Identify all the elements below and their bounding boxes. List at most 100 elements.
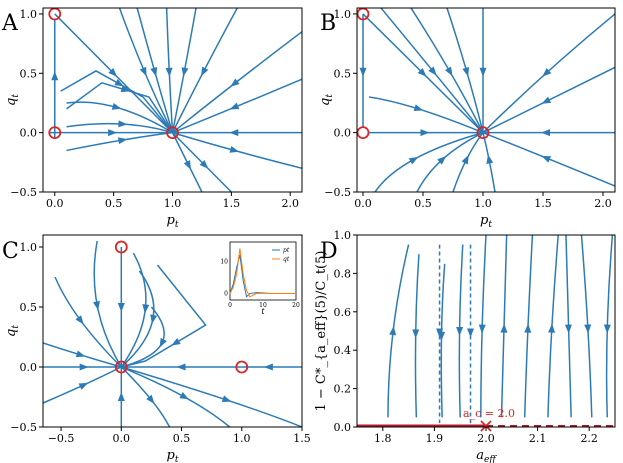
axes-frame — [356, 7, 616, 193]
flow-arrow — [78, 382, 89, 390]
flow-arrow — [413, 104, 424, 112]
panel-D: Da_c = 2.0 1.8 1.9 2.0 2.1 2.2 0.0 0.2 0.4 0.6 0.8… — [314, 229, 616, 463]
flow-arrow — [437, 156, 447, 165]
flow-arrow — [79, 363, 89, 371]
flow-arrow — [117, 392, 125, 401]
flow-arrow — [461, 154, 469, 165]
fixed-point-marker — [48, 126, 62, 140]
fixed-point-marker — [235, 360, 249, 374]
flow-arrow — [199, 159, 209, 169]
flow-arrow — [165, 67, 173, 77]
flow-arrow — [541, 96, 552, 104]
y-tick-label: 0.4 — [334, 344, 352, 357]
flow-arrow — [542, 68, 552, 77]
flow-arrow — [230, 78, 240, 87]
y-tick-label: 0.0 — [334, 127, 352, 140]
y-axis-label: 1 − C*_{a_eff}(5)/C_t(5) — [314, 251, 329, 412]
x-axis-label: pt — [167, 448, 179, 463]
streamline — [120, 270, 155, 368]
panel-A: A 0.0 0.5 1.0 1.5 2.0 −0.5 0.0 0.5 1.0 pt qt — [1, 7, 303, 230]
axes-frame — [42, 7, 303, 193]
flow-arrow — [108, 129, 118, 137]
flow-arrow — [150, 314, 158, 324]
y-tick-label: 0.6 — [334, 306, 352, 319]
streamline — [120, 366, 171, 427]
x-tick-label: 2.1 — [529, 432, 547, 445]
flow-arrow — [486, 154, 494, 164]
flow-arrow — [420, 129, 430, 137]
x-axis-label: pt — [480, 213, 492, 230]
flow-arrow — [436, 328, 444, 338]
y-tick-label: 0.0 — [20, 361, 38, 374]
inset-legend-label: qt — [283, 256, 290, 263]
y-tick-label: 0.2 — [334, 383, 352, 396]
flow-arrow — [541, 155, 552, 163]
flow-arrow — [584, 324, 592, 334]
panel-label: B — [320, 11, 336, 36]
flow-arrow — [389, 326, 397, 336]
y-tick-label: −0.5 — [324, 186, 351, 199]
x-tick-label: 0.0 — [354, 197, 372, 210]
x-tick-label: 2.0 — [594, 197, 612, 210]
y-axis-label: qt — [318, 94, 335, 106]
flow-arrow — [462, 66, 470, 77]
flow-arrow — [179, 392, 189, 400]
y-axis-label: qt — [4, 94, 21, 106]
streamline — [440, 263, 446, 418]
flow-arrow — [171, 337, 181, 346]
flow-arrow — [201, 66, 209, 77]
flow-arrow — [263, 363, 273, 371]
flow-arrow — [114, 78, 124, 87]
flow-arrow — [564, 324, 572, 334]
flow-arrow — [51, 71, 59, 81]
flow-arrow — [524, 323, 532, 333]
flow-arrow — [478, 324, 486, 334]
flow-arrow — [75, 315, 84, 325]
x-tick-label: 1.0 — [233, 432, 251, 445]
flow-arrow — [221, 395, 232, 403]
flow-arrow — [603, 324, 611, 334]
x-tick-label: 1.5 — [293, 432, 311, 445]
y-tick-label: 0.5 — [20, 301, 38, 314]
x-tick-label: 0.5 — [173, 432, 191, 445]
flow-arrow — [541, 129, 550, 137]
inset-y-tick-label: 10 — [220, 258, 228, 265]
y-tick-label: 0.5 — [334, 67, 352, 80]
streamline — [54, 276, 122, 368]
flow-arrow — [139, 66, 147, 77]
flow-arrow — [456, 326, 464, 336]
y-tick-label: 0.0 — [334, 421, 352, 434]
streamline — [387, 244, 410, 418]
flow-arrow — [120, 85, 131, 93]
flow-arrow — [229, 146, 240, 153]
flow-arrow — [176, 363, 186, 371]
y-tick-label: 1.0 — [20, 241, 38, 254]
streamline — [416, 131, 484, 192]
inset-x-tick-label: 20 — [292, 302, 300, 309]
plot-area — [48, 8, 302, 192]
y-tick-label: 0.5 — [20, 67, 38, 80]
x-tick-label: 2.2 — [580, 432, 598, 445]
flow-arrow — [181, 67, 189, 77]
flow-arrow — [467, 328, 475, 338]
y-tick-label: 1.0 — [334, 229, 352, 242]
fixed-point-marker — [476, 126, 490, 140]
flow-arrow — [417, 67, 427, 77]
panel-label: C — [2, 239, 19, 264]
fixed-point-marker — [356, 126, 370, 140]
y-tick-label: 1.0 — [20, 8, 38, 21]
flow-arrow — [117, 303, 125, 312]
flow-arrow — [146, 394, 155, 404]
flow-arrow — [150, 67, 158, 77]
x-tick-label: 0.0 — [113, 432, 131, 445]
flow-arrow — [229, 129, 239, 137]
panel-label: D — [320, 239, 338, 264]
panel-C: C −0.5 0.0 0.5 1.0 1.5 −0.5 0.0 0.5 1.0 pt qt 0 10 20 0… — [2, 234, 311, 463]
inset-y-tick-label: 0 — [224, 291, 228, 298]
flow-arrow — [108, 67, 118, 77]
x-tick-label: 1.5 — [534, 197, 552, 210]
inset-x-tick-label: 0 — [228, 302, 232, 309]
flow-arrow — [111, 102, 122, 110]
